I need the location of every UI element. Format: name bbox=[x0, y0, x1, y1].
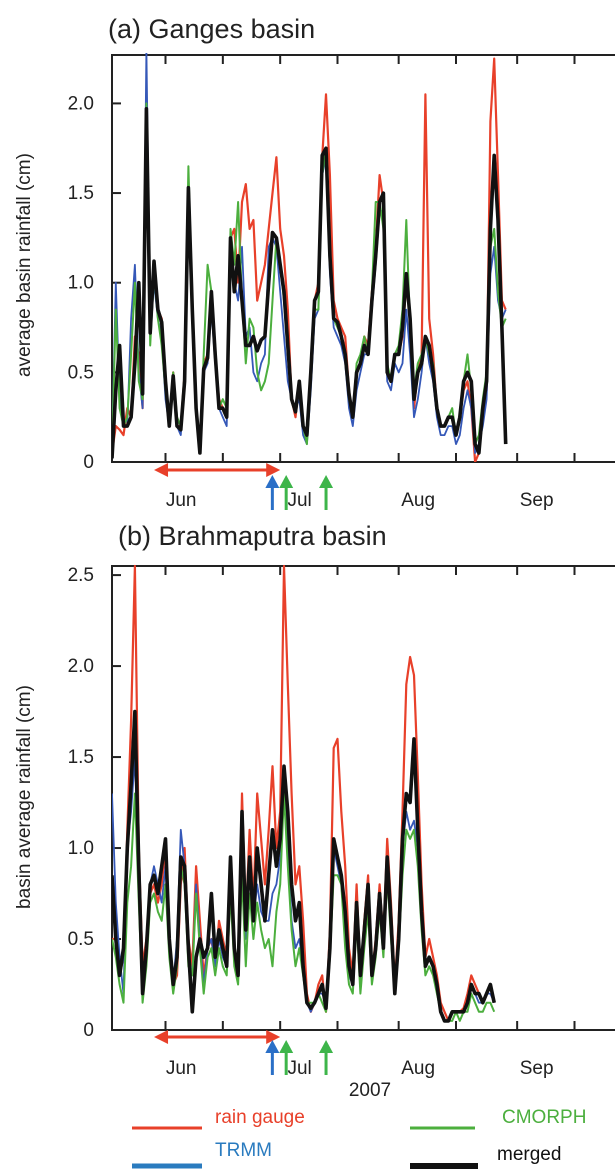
event-arrow bbox=[265, 1040, 280, 1075]
x-tick-label: Jun bbox=[166, 490, 197, 511]
legend: rain gauge CMORPH TRMM merged bbox=[132, 1107, 586, 1169]
y-axis-label: basin average rainfall (cm) bbox=[14, 685, 35, 909]
legend-label-rain-gauge: rain gauge bbox=[215, 1107, 305, 1128]
y-tick-label: 0 bbox=[83, 452, 94, 473]
y-tick-label: 2.0 bbox=[68, 656, 94, 677]
arrow-head bbox=[265, 1040, 280, 1053]
panel-title: (a) Ganges basin bbox=[108, 14, 315, 44]
event-arrow bbox=[265, 475, 280, 510]
onset-span-arrow bbox=[154, 463, 281, 477]
arrow-head bbox=[319, 475, 334, 488]
y-tick-label: 1.0 bbox=[68, 838, 94, 859]
x-tick-label: Jul bbox=[287, 490, 311, 511]
x-tick-label: Sep bbox=[520, 490, 554, 511]
x-tick-label: Jul bbox=[287, 1058, 311, 1079]
arrow-head bbox=[265, 475, 280, 488]
span-head-right bbox=[266, 1030, 281, 1044]
x-tick-label: Aug bbox=[401, 490, 435, 511]
legend-label-merged: merged bbox=[497, 1144, 561, 1165]
onset-span-arrow bbox=[154, 1030, 281, 1044]
event-arrow bbox=[319, 1040, 334, 1075]
series-line-merged bbox=[112, 107, 508, 459]
arrow-head bbox=[279, 1040, 294, 1053]
panel-ganges: (a) Ganges basin 0 0.5 1.0 1.5 2.0 Jun Jul Aug S… bbox=[14, 14, 615, 511]
series-group bbox=[112, 53, 508, 462]
event-arrow bbox=[279, 1040, 294, 1075]
series-group bbox=[112, 564, 496, 1023]
y-tick-label: 1.5 bbox=[68, 183, 94, 204]
arrow-head bbox=[279, 475, 294, 488]
panel-brahmaputra: (b) Brahmaputra basin 0 0.5 1.0 1.5 2.0 2.5 Ju… bbox=[14, 521, 615, 1101]
legend-label-cmorph: CMORPH bbox=[502, 1107, 586, 1128]
y-tick-label: 1.0 bbox=[68, 273, 94, 294]
event-arrow bbox=[279, 475, 294, 510]
span-head-left bbox=[154, 1030, 169, 1044]
x-axis-label: 2007 bbox=[349, 1080, 391, 1101]
y-tick-label: 2.0 bbox=[68, 93, 94, 114]
span-head-left bbox=[154, 463, 169, 477]
y-tick-label: 1.5 bbox=[68, 747, 94, 768]
plot-frame bbox=[111, 54, 615, 463]
y-axis-label: average basin rainfall (cm) bbox=[14, 153, 35, 377]
y-tick-label: 0.5 bbox=[68, 362, 94, 383]
x-tick-label: Aug bbox=[401, 1058, 435, 1079]
y-tick-label: 2.5 bbox=[68, 565, 94, 586]
panel-title: (b) Brahmaputra basin bbox=[118, 521, 387, 551]
span-head-right bbox=[266, 463, 281, 477]
arrow-head bbox=[319, 1040, 334, 1053]
event-arrow bbox=[319, 475, 334, 510]
y-tick-label: 0 bbox=[83, 1020, 94, 1041]
x-tick-label: Jun bbox=[166, 1058, 197, 1079]
series-line-merged bbox=[112, 709, 496, 1023]
y-tick-label: 0.5 bbox=[68, 929, 94, 950]
x-tick-label: Sep bbox=[520, 1058, 554, 1079]
legend-label-trmm: TRMM bbox=[215, 1140, 272, 1161]
